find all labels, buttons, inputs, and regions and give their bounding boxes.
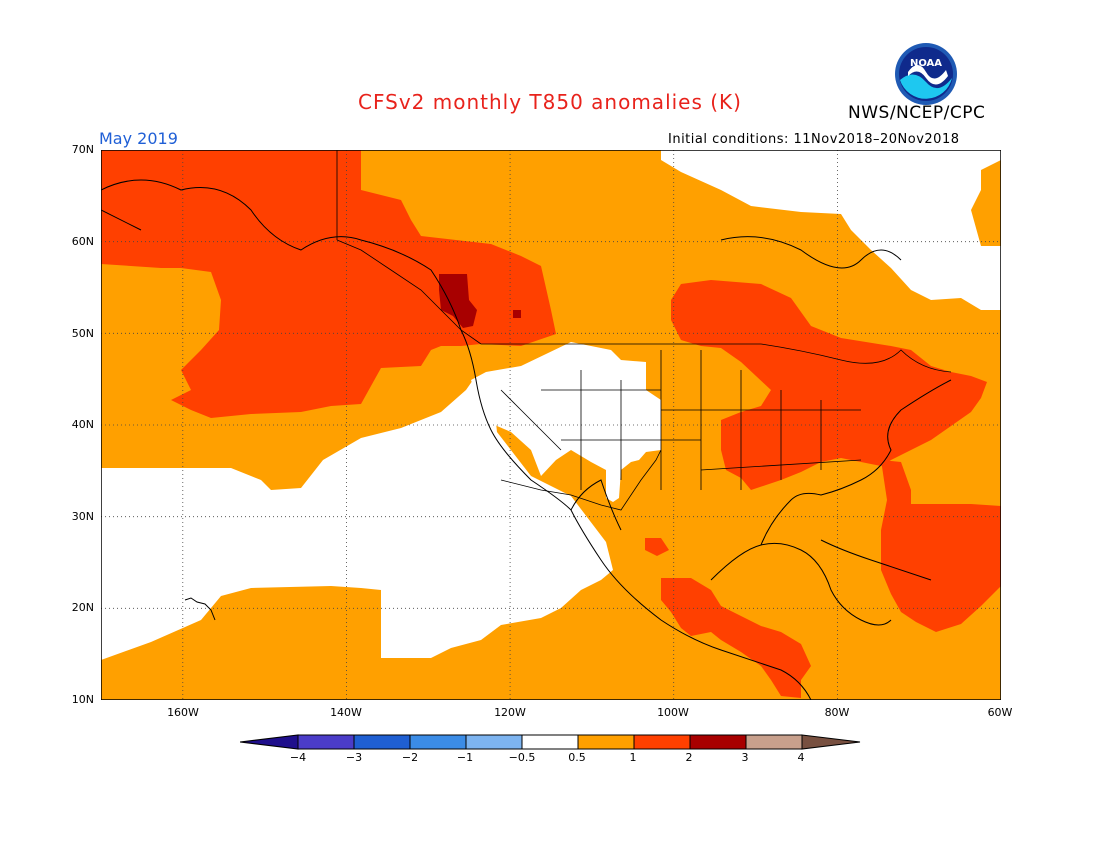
lat-label-40n: 40N xyxy=(71,418,94,431)
colorbar-label: −3 xyxy=(345,751,363,764)
agency-label: NWS/NCEP/CPC xyxy=(848,103,986,123)
colorbar-label: −4 xyxy=(289,751,307,764)
colorbar-cell xyxy=(353,734,411,750)
colorbar-arrow-low xyxy=(240,734,299,750)
lat-label-10n: 10N xyxy=(71,693,94,706)
colorbar-cell xyxy=(409,734,467,750)
colorbar-cell xyxy=(465,734,523,750)
colorbar-cell xyxy=(577,734,635,750)
map-title: CFSv2 monthly T850 anomalies (K) xyxy=(358,90,742,114)
colorbar xyxy=(240,734,861,750)
forecast-month: May 2019 xyxy=(99,129,178,148)
colorbar-cell xyxy=(521,734,579,750)
colorbar-cell xyxy=(297,734,355,750)
anomaly-map xyxy=(101,150,1001,700)
colorbar-label: 1 xyxy=(629,751,637,764)
anomaly-region-neutral-arctic xyxy=(661,150,1001,310)
lat-label-20n: 20N xyxy=(71,601,94,614)
anomaly-region-warmer-east-us xyxy=(671,280,987,490)
lat-label-30n: 30N xyxy=(71,510,94,523)
anomaly-region-hot-spot xyxy=(513,310,521,318)
colorbar-label: 3 xyxy=(741,751,749,764)
political-borders xyxy=(336,150,952,511)
colorbar-label: −1 xyxy=(456,751,474,764)
colorbar-label: −0.5 xyxy=(508,751,536,764)
lon-label-140w: 140W xyxy=(330,706,362,719)
colorbar-label: 0.5 xyxy=(568,751,586,764)
noaa-logo-text: NOAA xyxy=(910,58,942,69)
colorbar-cell xyxy=(689,734,747,750)
anomaly-region-neutral-west-us xyxy=(471,342,661,502)
anomaly-region-neutral-pacific xyxy=(101,376,613,660)
anomaly-region-warmer-atlantic xyxy=(881,460,1001,632)
lon-label-120w: 120W xyxy=(494,706,526,719)
colorbar-arrow-high xyxy=(801,734,861,750)
colorbar-cell xyxy=(633,734,691,750)
lat-label-50n: 50N xyxy=(71,327,94,340)
lon-label-60w: 60W xyxy=(987,706,1013,719)
lon-label-100w: 100W xyxy=(657,706,689,719)
colorbar-label: 2 xyxy=(685,751,693,764)
lon-label-160w: 160W xyxy=(167,706,199,719)
lat-label-60n: 60N xyxy=(71,235,94,248)
coastlines xyxy=(101,179,952,700)
lon-label-80w: 80W xyxy=(824,706,850,719)
anomaly-region-warmer-mexico-small xyxy=(645,538,669,556)
colorbar-cell xyxy=(745,734,803,750)
colorbar-label: −2 xyxy=(401,751,419,764)
anomaly-region-hot-bc xyxy=(439,274,477,328)
initial-conditions: Initial conditions: 11Nov2018–20Nov2018 xyxy=(668,132,960,147)
colorbar-label: 4 xyxy=(797,751,805,764)
lat-label-70n: 70N xyxy=(71,143,94,156)
noaa-logo-icon: NOAA xyxy=(895,43,957,105)
anomaly-region-warmer-alaska xyxy=(101,150,556,418)
